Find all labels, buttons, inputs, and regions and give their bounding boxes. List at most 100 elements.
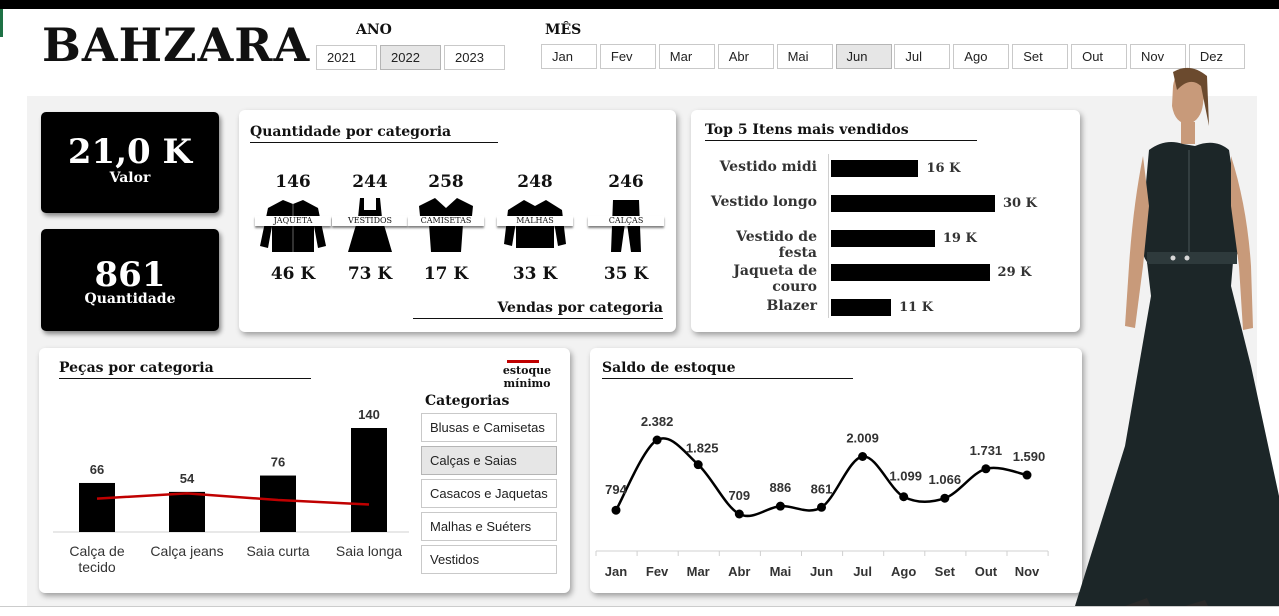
sheet-marker — [0, 9, 3, 37]
category-sales: 46 K — [270, 264, 316, 284]
kpi-quantidade-value: 861 — [94, 255, 166, 295]
top5-axis — [828, 154, 829, 318]
saldo-month-label: Mar — [687, 564, 710, 579]
pecas-bar-label: 54 — [180, 471, 195, 486]
saldo-month-label: Nov — [1015, 564, 1040, 579]
category-malhas: 248 MALHAS 33 K — [495, 172, 575, 284]
categories-card: Quantidade por categoria 146 JAQUETA 46 … — [239, 110, 676, 332]
year-slicer-title: ANO — [356, 22, 392, 38]
saldo-point — [858, 451, 868, 461]
categories-card-subtitle: Vendas por categoria — [413, 300, 663, 319]
top5-bar — [831, 229, 935, 247]
top5-card: Top 5 Itens mais vendidos Vestido midi 16… — [691, 110, 1080, 332]
top5-item-label: Jaqueta de couro — [733, 263, 817, 296]
month-option-out[interactable]: Out — [1071, 44, 1128, 69]
saldo-month-label: Fev — [646, 564, 669, 579]
month-option-mai[interactable]: Mai — [776, 44, 833, 69]
model-photo — [1075, 67, 1279, 616]
category-vestidos: 244 VESTIDOS 73 K — [330, 172, 410, 284]
categoria-option[interactable]: Calças e Saias — [421, 446, 557, 475]
month-option-abr[interactable]: Abr — [717, 44, 774, 69]
pants-icon: CALÇAS — [586, 196, 666, 254]
category-tag: MALHAS — [497, 216, 573, 226]
top5-item-label: Blazer — [766, 298, 817, 315]
top5-bar — [831, 299, 892, 317]
pecas-bar — [169, 491, 205, 532]
saldo-point — [940, 493, 950, 503]
pecas-category-label: Calça de — [69, 543, 124, 559]
top5-bar-value: 19 K — [942, 230, 977, 246]
categoria-option[interactable]: Malhas e Suéters — [421, 512, 557, 541]
year-option-2022[interactable]: 2022 — [380, 45, 441, 70]
pecas-card: Peças por categoria estoque mínimo 66 Cal… — [39, 348, 570, 593]
categorias-slicer-title: Categorias — [425, 393, 510, 409]
month-option-fev[interactable]: Fev — [599, 44, 656, 69]
pecas-bar-label: 76 — [271, 455, 285, 470]
category-camisetas: 258 CAMISETAS 17 K — [406, 172, 486, 284]
saldo-month-label: Jun — [810, 564, 833, 579]
category-jaqueta: 146 JAQUETA 46 K — [253, 172, 333, 284]
top5-title: Top 5 Itens mais vendidos — [705, 122, 977, 141]
categories-card-title: Quantidade por categoria — [250, 124, 498, 143]
saldo-month-label: Ago — [891, 564, 916, 579]
pecas-title: Peças por categoria — [59, 360, 311, 379]
saldo-title: Saldo de estoque — [602, 360, 853, 379]
saldo-month-label: Jul — [853, 564, 872, 579]
estoque-minimo-line — [96, 492, 370, 506]
saldo-point — [734, 509, 744, 519]
month-option-jul[interactable]: Jul — [894, 44, 951, 69]
tshirt-icon: CAMISETAS — [406, 196, 486, 254]
pecas-category-label: Saia longa — [336, 543, 402, 559]
month-option-jun[interactable]: Jun — [835, 44, 892, 69]
brand-title: BAHZARA — [42, 18, 311, 72]
saldo-month-label: Abr — [728, 564, 750, 579]
saldo-point-label: 709 — [728, 488, 750, 503]
top5-item-label: Vestido de festa — [736, 228, 817, 261]
saldo-month-label: Mai — [770, 564, 792, 579]
saldo-point-label: 1.590 — [1013, 449, 1046, 464]
saldo-card: Saldo de estoque 794 Jan 2.382 Fev 1.825 Mar 7… — [590, 348, 1082, 593]
year-option-2023[interactable]: 2023 — [444, 45, 505, 70]
saldo-point-label: 1.066 — [929, 472, 962, 487]
bottom-border — [0, 606, 1279, 616]
kpi-valor-value: 21,0 K — [67, 132, 193, 172]
pecas-category-label: Calça jeans — [150, 543, 223, 559]
category-tag: JAQUETA — [255, 216, 331, 226]
saldo-point — [652, 435, 662, 445]
top5-item-label: Vestido longo — [710, 193, 817, 210]
year-option-2021[interactable]: 2021 — [316, 45, 377, 70]
jacket-icon: JAQUETA — [253, 196, 333, 254]
categoria-option[interactable]: Blusas e Camisetas — [421, 413, 557, 442]
saldo-month-label: Out — [975, 564, 998, 579]
categoria-option[interactable]: Casacos e Jaquetas — [421, 479, 557, 508]
legend-estoque-minimo: estoque mínimo — [502, 364, 552, 390]
saldo-point-label: 1.731 — [970, 443, 1003, 458]
month-option-jan[interactable]: Jan — [541, 44, 597, 69]
top5-bar-value: 11 K — [899, 300, 934, 316]
saldo-point-label: 1.099 — [889, 469, 922, 484]
month-option-nov[interactable]: Nov — [1130, 44, 1186, 69]
saldo-point — [817, 502, 826, 512]
month-option-ago[interactable]: Ago — [953, 44, 1010, 69]
saldo-point — [611, 505, 621, 515]
month-option-dez[interactable]: Dez — [1188, 44, 1245, 69]
month-option-mar[interactable]: Mar — [658, 44, 715, 69]
category-quantity: 258 — [428, 172, 464, 192]
categoria-option[interactable]: Vestidos — [421, 545, 557, 574]
saldo-point-label: 886 — [770, 480, 792, 495]
dress-icon: VESTIDOS — [330, 196, 410, 254]
pecas-bar — [260, 475, 296, 532]
top5-bar — [831, 194, 995, 212]
kpi-valor: 21,0 K Valor — [41, 112, 219, 213]
saldo-month-label: Set — [935, 564, 956, 579]
saldo-point-label: 2.009 — [846, 430, 879, 445]
category-quantity: 244 — [352, 172, 388, 192]
month-option-set[interactable]: Set — [1012, 44, 1069, 69]
saldo-point — [981, 464, 991, 474]
pecas-bar — [79, 482, 115, 532]
top5-item-label: Vestido midi — [719, 159, 817, 175]
saldo-point-label: 2.382 — [641, 414, 674, 429]
category-quantity: 248 — [517, 172, 553, 192]
kpi-quantidade-label: Quantidade — [84, 291, 176, 307]
category-quantity: 246 — [608, 172, 644, 192]
